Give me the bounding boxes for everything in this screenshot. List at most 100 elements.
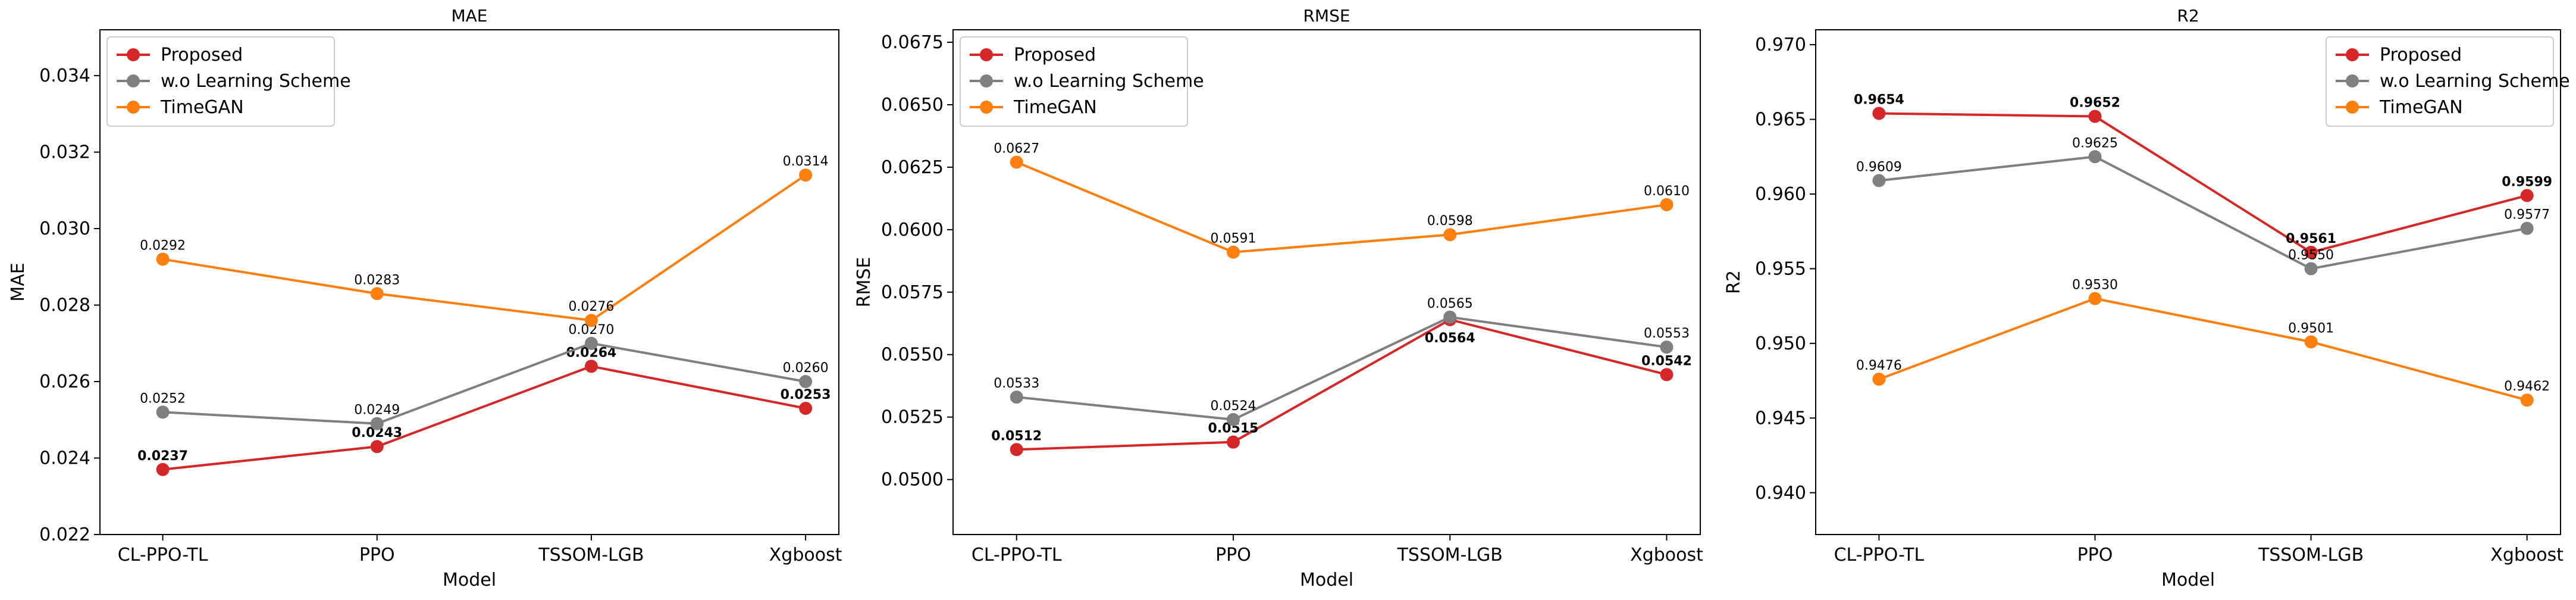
legend-swatch-marker bbox=[127, 48, 140, 61]
legend-swatch-marker bbox=[980, 74, 993, 88]
data-label: 0.0565 bbox=[1427, 296, 1473, 311]
legend-swatch-marker bbox=[2346, 48, 2359, 61]
series-timegan: 0.9476 0.9530 0.9501 0.9462 bbox=[1856, 278, 2550, 407]
data-label: 0.0252 bbox=[140, 391, 186, 406]
data-point bbox=[1660, 198, 1674, 211]
x-axis-label: Model bbox=[1300, 570, 1353, 590]
legend-label: w.o Learning Scheme bbox=[1014, 71, 1204, 92]
x-tick-label: PPO bbox=[359, 545, 395, 565]
data-point bbox=[1010, 443, 1023, 457]
x-tick-label: CL-PPO-TL bbox=[1834, 545, 1925, 565]
legend-frame bbox=[106, 36, 335, 127]
series-timegan: 0.0292 0.0283 0.0276 0.0314 bbox=[140, 154, 829, 327]
series-line bbox=[1016, 315, 1667, 421]
data-point bbox=[1010, 155, 1023, 169]
chart-title: R2 bbox=[2177, 6, 2199, 26]
legend-swatch-marker bbox=[2346, 74, 2359, 88]
data-label: 0.0283 bbox=[354, 273, 400, 288]
series-line bbox=[162, 174, 807, 322]
data-label: 0.9561 bbox=[2286, 232, 2336, 246]
y-tick-label: 0.032 bbox=[39, 142, 90, 163]
data-label: 0.0591 bbox=[1211, 232, 1256, 246]
data-point bbox=[2520, 221, 2534, 235]
data-point bbox=[370, 440, 384, 454]
series-timegan: 0.0627 0.0591 0.0598 0.0610 bbox=[994, 141, 1690, 259]
data-label: 0.9577 bbox=[2504, 208, 2550, 223]
data-point bbox=[2088, 292, 2102, 305]
data-label: 0.0260 bbox=[783, 361, 829, 376]
data-label: 0.0512 bbox=[991, 429, 1042, 443]
y-tick-label: 0.0575 bbox=[881, 282, 944, 303]
data-point bbox=[2520, 393, 2534, 407]
x-tick-label: Xgboost bbox=[2490, 545, 2564, 565]
legend: Proposed w.o Learning Scheme TimeGAN bbox=[106, 36, 351, 127]
y-tick-label: 0.034 bbox=[39, 65, 90, 86]
y-axis-label: MAE bbox=[8, 262, 29, 301]
legend-swatch-marker bbox=[980, 101, 993, 114]
x-tick-label: CL-PPO-TL bbox=[118, 545, 208, 565]
data-label: 0.0524 bbox=[1211, 399, 1256, 414]
x-tick-label: Xgboost bbox=[1630, 545, 1703, 565]
data-label: 0.9476 bbox=[1856, 358, 1902, 373]
data-label: 0.9609 bbox=[1856, 160, 1902, 174]
data-point bbox=[799, 402, 813, 415]
data-point bbox=[1660, 368, 1674, 382]
data-point bbox=[584, 360, 598, 373]
y-axis-label: R2 bbox=[1723, 270, 1744, 294]
series-line bbox=[1878, 297, 2528, 402]
data-point bbox=[2304, 335, 2318, 349]
data-label: 0.0533 bbox=[994, 376, 1039, 391]
series-w-o-learning-scheme: 0.9609 0.9625 0.9550 0.9577 bbox=[1856, 136, 2550, 276]
legend-frame bbox=[960, 36, 1188, 127]
data-label: 0.9550 bbox=[2288, 248, 2334, 262]
legend-label: w.o Learning Scheme bbox=[161, 71, 351, 92]
data-label: 0.0314 bbox=[783, 154, 829, 169]
y-tick-label: 0.0600 bbox=[881, 220, 944, 240]
data-point bbox=[1443, 310, 1457, 324]
legend-label: TimeGAN bbox=[2379, 97, 2463, 118]
data-label: 0.0553 bbox=[1644, 326, 1690, 341]
legend-label: Proposed bbox=[1014, 45, 1096, 65]
y-axis-label: RMSE bbox=[854, 257, 875, 308]
data-point bbox=[1227, 412, 1240, 426]
x-axis-label: Model bbox=[443, 570, 496, 590]
y-tick-label: 0.024 bbox=[39, 448, 90, 469]
y-tick-label: 0.022 bbox=[39, 524, 90, 545]
data-label: 0.0253 bbox=[781, 388, 831, 402]
data-label: 0.0237 bbox=[137, 449, 188, 464]
legend-frame bbox=[2326, 36, 2554, 127]
legend: Proposed w.o Learning Scheme TimeGAN bbox=[2326, 36, 2570, 127]
y-tick-label: 0.0650 bbox=[881, 95, 944, 115]
series-line bbox=[1016, 161, 1667, 254]
y-tick-label: 0.945 bbox=[1755, 408, 1806, 429]
data-label: 0.9530 bbox=[2072, 278, 2118, 293]
data-point bbox=[1010, 390, 1023, 404]
y-tick-label: 0.028 bbox=[39, 295, 90, 316]
data-label: 0.0598 bbox=[1427, 214, 1473, 229]
data-point bbox=[156, 252, 170, 266]
y-tick-label: 0.940 bbox=[1755, 483, 1806, 504]
data-point bbox=[799, 168, 813, 182]
legend: Proposed w.o Learning Scheme TimeGAN bbox=[960, 36, 1204, 127]
data-point bbox=[584, 314, 598, 327]
chart-panel-r2: R2 CL-PPO-TL PPO TSSOM-LGB Xgboost Model 0.940… bbox=[1723, 6, 2570, 590]
y-tick-label: 0.026 bbox=[39, 371, 90, 392]
x-tick-label: CL-PPO-TL bbox=[972, 545, 1062, 565]
y-tick-label: 0.030 bbox=[39, 218, 90, 239]
plot-area-frame bbox=[99, 29, 839, 535]
data-label: 0.0564 bbox=[1425, 331, 1475, 346]
y-tick-label: 0.965 bbox=[1755, 110, 1806, 130]
data-point bbox=[584, 336, 598, 350]
x-tick-label: PPO bbox=[2077, 545, 2113, 565]
x-tick-label: TSSOM-LGB bbox=[538, 545, 644, 565]
chart-panel-rmse: RMSE CL-PPO-TL PPO TSSOM-LGB Xgboost Model 0.0… bbox=[854, 6, 1703, 590]
data-point bbox=[370, 287, 384, 301]
series-line bbox=[1879, 112, 2528, 254]
data-label: 0.0542 bbox=[1641, 354, 1692, 368]
legend-label: w.o Learning Scheme bbox=[2380, 71, 2570, 92]
series-line bbox=[162, 342, 806, 425]
legend-label: TimeGAN bbox=[160, 97, 244, 118]
